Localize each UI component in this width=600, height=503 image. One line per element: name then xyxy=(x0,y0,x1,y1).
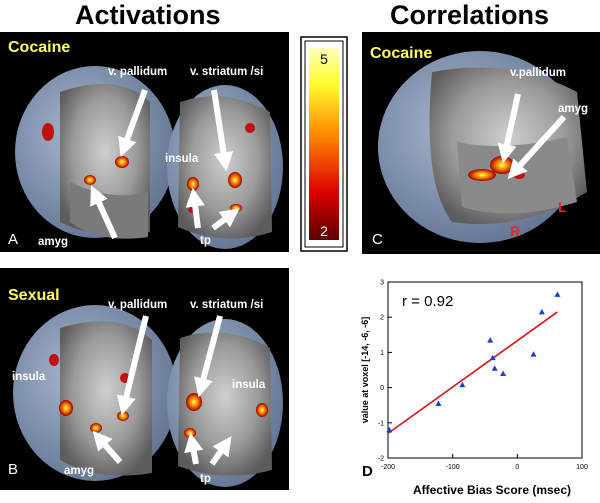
data-point xyxy=(554,291,561,297)
brain-right-hemisphere-b xyxy=(167,319,283,487)
data-point xyxy=(386,426,393,433)
chart-marks xyxy=(386,291,561,435)
panel-a-letter: A xyxy=(8,231,18,248)
x-tick-label: -200 xyxy=(381,464,395,471)
panel-c-title: Cocaine xyxy=(370,45,432,62)
label-v-pallidum: v. pallidum xyxy=(108,66,167,78)
label-amyg-b: amyg xyxy=(64,465,94,477)
label-tp: tp xyxy=(200,235,211,247)
panel-b-brain-images: Sexual v. pallidum v. striatum /si insul… xyxy=(8,287,283,487)
label-r: R xyxy=(510,223,520,239)
data-point xyxy=(435,400,442,406)
panel-b-title: Sexual xyxy=(8,287,60,304)
colorbar: 5 2 xyxy=(300,36,350,254)
y-tick-label: 1 xyxy=(380,350,384,357)
label-v-striatum-si-b: v. striatum /si xyxy=(190,299,263,311)
label-insula-right: insula xyxy=(232,379,266,391)
data-point xyxy=(489,354,496,361)
data-point xyxy=(530,351,537,357)
correlations-heading: Correlations xyxy=(390,0,550,30)
panel-c-brain-image: Cocaine v.pallidum amyg R L C xyxy=(370,45,588,248)
chart-axes: -200 -100 0 100 -2 -1 0 1 2 3 xyxy=(378,280,588,472)
label-l: L xyxy=(558,199,567,215)
data-point xyxy=(487,337,494,343)
y-tick-label: 0 xyxy=(380,385,384,392)
data-point xyxy=(500,370,507,377)
panel-d-scatter-chart: -200 -100 0 100 -2 -1 0 1 2 3 r = 0.92 value at v… xyxy=(360,276,600,498)
panel-c-letter: C xyxy=(372,231,383,248)
label-insula: insula xyxy=(165,153,199,165)
colorbar-min-label: 2 xyxy=(320,223,328,239)
label-v-striatum-si: v. striatum /si xyxy=(190,66,263,78)
correlation-annotation: r = 0.92 xyxy=(402,293,453,310)
panel-a-cocaine-activations: Cocaine v. pallidum v. striatum /si insu… xyxy=(0,32,289,252)
x-axis-label: Affective Bias Score (msec) xyxy=(413,483,571,497)
panel-a-brain-images: Cocaine v. pallidum v. striatum /si insu… xyxy=(8,39,283,249)
label-insula-left: insula xyxy=(12,371,46,383)
plot-frame xyxy=(387,281,583,459)
y-axis-label: value at voxel [-14, -6, -6] xyxy=(360,317,370,424)
brain-left-hemisphere xyxy=(15,66,175,239)
y-tick-label: -1 xyxy=(378,420,384,427)
label-v-pallidum-c: v.pallidum xyxy=(510,67,566,79)
brain-left-hemisphere-b xyxy=(13,305,177,481)
data-point xyxy=(491,365,498,371)
brain-right-hemisphere xyxy=(167,85,283,249)
colorbar-max-label: 5 xyxy=(320,51,328,67)
label-amyg-c: amyg xyxy=(558,103,588,115)
label-tp-b: tp xyxy=(200,473,211,485)
label-v-pallidum-b: v. pallidum xyxy=(108,299,167,311)
data-point xyxy=(538,308,545,315)
y-tick-label: 2 xyxy=(380,315,384,322)
panel-d-letter: D xyxy=(362,463,373,480)
panel-b-sexual-activations: Sexual v. pallidum v. striatum /si insul… xyxy=(0,268,289,490)
activations-heading: Activations xyxy=(75,0,221,30)
y-tick-label: 3 xyxy=(380,280,384,287)
panel-a-title: Cocaine xyxy=(8,39,70,56)
panel-c-cocaine-correlation: Cocaine v.pallidum amyg R L C xyxy=(362,32,600,254)
regression-line xyxy=(387,311,558,435)
x-tick-label: -100 xyxy=(446,464,460,471)
x-tick-label: 0 xyxy=(515,464,519,471)
y-tick-label: -2 xyxy=(378,456,384,463)
panel-b-letter: B xyxy=(8,461,18,478)
pointer-arrows xyxy=(90,88,240,240)
x-tick-label: 100 xyxy=(576,464,588,471)
data-point xyxy=(459,381,466,388)
label-amyg: amyg xyxy=(38,236,68,248)
